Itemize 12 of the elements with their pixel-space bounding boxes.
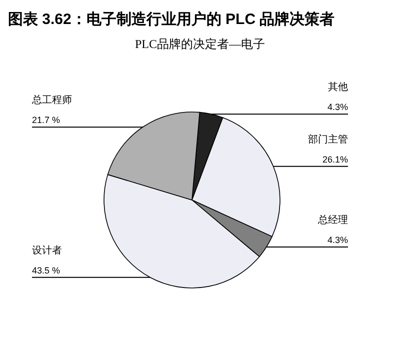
- data-label: 26.1%: [322, 154, 348, 164]
- slice-label: 其他: [328, 81, 348, 94]
- chart-subtitle: PLC品牌的决定者—电子: [134, 37, 266, 51]
- data-label: 4.3%: [327, 235, 348, 246]
- slice-label: 总工程师: [31, 94, 72, 106]
- slice-label: 设计者: [32, 244, 62, 256]
- data-label: 43.5 %: [32, 265, 60, 276]
- data-label: 21.7 %: [32, 115, 60, 126]
- slice-label: 总经理: [317, 214, 348, 226]
- slice-label: 部门主管: [308, 133, 348, 146]
- chart-title: 图表 3.62：电子制造行业用户的 PLC 品牌决策者: [8, 10, 335, 28]
- data-label: 4.3%: [327, 102, 348, 112]
